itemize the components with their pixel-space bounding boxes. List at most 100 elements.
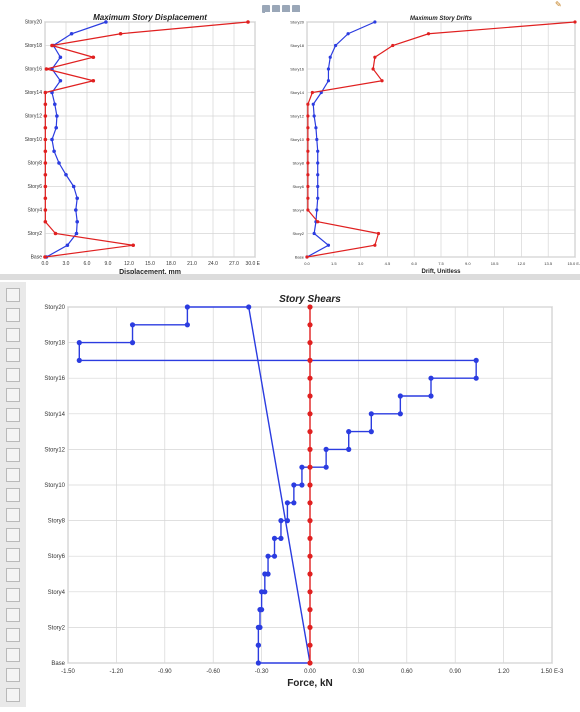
maximum-story-drifts-y-tick-label: Story14 <box>290 90 305 95</box>
maximum-story-drifts-series-point-0 <box>312 114 316 118</box>
maximum-story-displacement-series-point-0 <box>74 231 79 236</box>
maximum-story-drifts-series-point-1 <box>306 126 310 130</box>
triangle-tool-icon[interactable] <box>6 608 20 622</box>
arrow-tool-icon[interactable] <box>6 668 20 682</box>
pointer-tool-icon[interactable] <box>6 288 20 302</box>
maximum-story-drifts-series-point-0 <box>316 173 320 177</box>
story-shears-y-tick-label: Story14 <box>44 412 65 418</box>
list-tool-icon[interactable] <box>6 588 20 602</box>
arrow-tool-icon[interactable] <box>6 688 20 702</box>
story-shears-series-point-0 <box>271 553 278 559</box>
maximum-story-displacement-x-tick-label: 27.0 <box>229 261 239 267</box>
maximum-story-displacement-y-tick-label: Story14 <box>25 90 42 96</box>
story-shears-series-point-0 <box>473 357 479 363</box>
story-shears-series-point-1 <box>307 446 313 452</box>
frame-tool-icon[interactable] <box>6 348 20 362</box>
grid-icon[interactable] <box>272 5 280 13</box>
maximum-story-displacement-series-point-0 <box>104 20 108 24</box>
story-shears-series-point-0 <box>265 571 271 577</box>
list-tool-icon[interactable] <box>6 568 20 582</box>
maximum-story-displacement-series-point-0 <box>69 31 74 36</box>
copy-tool-icon[interactable] <box>6 508 20 522</box>
maximum-story-displacement-y-tick-label: Story10 <box>25 137 42 143</box>
doc-tool-icon[interactable] <box>6 408 20 422</box>
maximum-story-drifts-x-tick-label: 0.0 <box>304 261 310 266</box>
maximum-story-drifts-series-point-1 <box>573 20 577 24</box>
maximum-story-displacement-series-point-0 <box>71 184 76 189</box>
story-shears-series-point-0 <box>428 375 434 381</box>
pencil-icon[interactable]: ✎ <box>555 0 562 9</box>
settings-icon[interactable] <box>292 5 300 13</box>
cross-tool-icon[interactable] <box>6 388 20 402</box>
maximum-story-drifts-x-tick-label: 7.5 <box>438 261 444 266</box>
maximum-story-displacement-series-point-1 <box>44 67 49 71</box>
maximum-story-displacement-x-tick-label: 30.0 E-3 <box>246 261 260 267</box>
maximum-story-displacement-x-tick-label: 6.0 <box>84 261 91 267</box>
line-tool-icon[interactable] <box>6 628 20 642</box>
maximum-story-drifts-chart-title: Maximum Story Drifts <box>410 16 473 22</box>
maximum-story-drifts-series-point-1 <box>376 231 381 236</box>
maximum-story-drifts-series-point-1 <box>371 67 375 71</box>
story-shears-series-point-0 <box>368 411 374 417</box>
story-shears-x-tick-label: 0.90 <box>449 669 461 675</box>
maximum-story-displacement-y-tick-label: Story20 <box>25 20 42 26</box>
top-strip <box>0 0 580 12</box>
maximum-story-displacement-series-point-0 <box>57 161 61 165</box>
story-shears-series-point-0 <box>284 500 291 506</box>
story-shears-series-point-0 <box>255 660 261 666</box>
line-tool-icon[interactable] <box>6 328 20 342</box>
story-shears-series-point-1 <box>307 624 313 630</box>
story-shears-series-point-1 <box>307 393 313 399</box>
top-toolbar <box>262 0 322 13</box>
drift-chart: 0.0 1.5 3.0 4.5 6.0 7.5 9.0 10.5 12.0 13.5 15.0 E-… <box>290 16 580 275</box>
list-tool-icon[interactable] <box>6 488 20 502</box>
slash-tool-icon[interactable] <box>6 648 20 662</box>
story-shears-series-point-0 <box>397 411 403 417</box>
story-shears-series-point-0 <box>397 393 403 399</box>
maximum-story-displacement-series-point-1 <box>91 78 96 83</box>
story-shears-x-axis-label: Force, kN <box>287 678 333 689</box>
story-shears-series-point-0 <box>299 482 305 488</box>
drift-chart-panel: 0.0 1.5 3.0 4.5 6.0 7.5 9.0 10.5 12.0 13.5 15.0 E-… <box>265 12 580 275</box>
maximum-story-drifts-series-point-1 <box>306 102 310 106</box>
grid-tool-icon[interactable] <box>6 368 20 382</box>
maximum-story-drifts-series-point-0 <box>316 161 320 165</box>
maximum-story-displacement-series-point-0 <box>58 55 63 60</box>
maximum-story-drifts-y-tick-label: Base <box>295 254 305 259</box>
story-shears-series-point-1 <box>307 304 313 310</box>
maximum-story-drifts-series-point-1 <box>306 149 310 153</box>
story-shears-y-tick-label: Story6 <box>48 554 66 560</box>
maximum-story-displacement-x-tick-label: 3.0 <box>63 261 70 267</box>
story-shears-series-point-0 <box>255 642 261 648</box>
chart-icon[interactable] <box>282 5 290 13</box>
maximum-story-drifts-y-tick-label: Story2 <box>292 231 304 236</box>
list-tool-icon[interactable] <box>6 528 20 542</box>
maximum-story-displacement-series-point-1 <box>43 255 47 259</box>
maximum-story-displacement-series-point-1 <box>43 149 48 154</box>
maximum-story-displacement-series-point-1 <box>91 55 96 60</box>
story-shears-x-tick-label: -0.90 <box>158 669 172 675</box>
maximum-story-drifts-series-point-0 <box>314 126 318 130</box>
maximum-story-displacement-series-point-1 <box>43 102 48 107</box>
maximum-story-displacement-series-point-0 <box>53 102 57 107</box>
list-tool-icon[interactable] <box>6 448 20 462</box>
maximum-story-drifts-x-tick-label: 6.0 <box>411 261 417 266</box>
maximum-story-displacement-series-point-0 <box>58 78 63 83</box>
list-tool-icon[interactable] <box>6 468 20 482</box>
maximum-story-drifts-series-point-0 <box>333 43 338 48</box>
list-tool-icon[interactable] <box>6 428 20 442</box>
story-shears-series-point-1 <box>307 500 313 506</box>
maximum-story-displacement-x-tick-label: 9.0 <box>105 261 112 267</box>
maximum-story-displacement-series-point-1 <box>131 243 135 248</box>
story-shears-series-point-0 <box>284 518 291 524</box>
line-tool-icon[interactable] <box>6 308 20 322</box>
maximum-story-displacement-x-tick-label: 15.0 <box>145 261 155 267</box>
left-toolbar <box>0 282 27 707</box>
maximum-story-drifts-series-point-0 <box>316 184 320 189</box>
story-shears-y-tick-label: Story8 <box>48 519 66 525</box>
story-shears-series-point-0 <box>262 589 268 595</box>
line-tool-icon[interactable] <box>6 548 20 562</box>
save-icon[interactable] <box>262 5 270 13</box>
story-shears-series-point-1 <box>307 607 313 613</box>
story-shears-y-tick-label: Base <box>51 661 65 667</box>
